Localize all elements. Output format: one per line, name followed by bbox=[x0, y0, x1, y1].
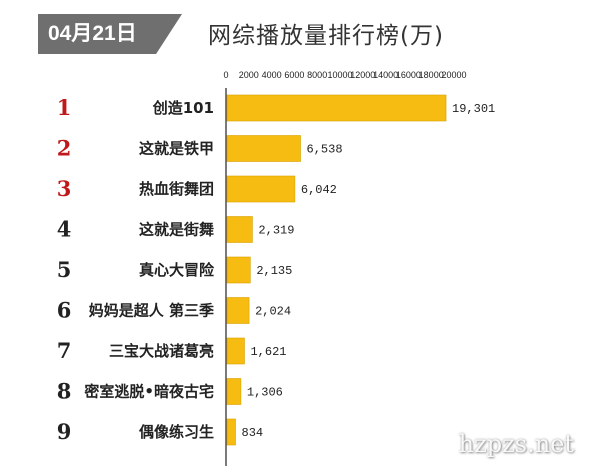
value-label: 834 bbox=[242, 426, 264, 440]
x-tick-label: 10000 bbox=[327, 70, 352, 80]
rank-number: 1 bbox=[57, 95, 72, 120]
x-tick-label: 14000 bbox=[373, 70, 398, 80]
rank-number: 4 bbox=[57, 217, 72, 242]
value-label: 1,621 bbox=[250, 345, 286, 359]
date-badge: 04月21日 bbox=[38, 14, 182, 54]
bar bbox=[226, 94, 447, 122]
x-tick-label: 6000 bbox=[284, 70, 304, 80]
x-tick-label: 12000 bbox=[350, 70, 375, 80]
value-label: 6,042 bbox=[301, 183, 337, 197]
value-label: 2,024 bbox=[255, 305, 291, 319]
rank-number: 8 bbox=[57, 379, 72, 404]
bar bbox=[226, 378, 242, 405]
bar bbox=[226, 216, 253, 243]
bar bbox=[226, 418, 236, 446]
rank-number: 6 bbox=[57, 298, 72, 323]
value-label: 2,135 bbox=[256, 264, 292, 278]
category-label: 这就是街舞 bbox=[139, 221, 214, 239]
chart-title: 网综播放量排行榜(万) bbox=[208, 23, 444, 49]
bar bbox=[226, 135, 301, 162]
value-label: 1,306 bbox=[247, 386, 283, 400]
category-label: 真心大冒险 bbox=[139, 261, 215, 279]
x-tick-label: 16000 bbox=[396, 70, 421, 80]
rank-number: 7 bbox=[57, 338, 72, 363]
category-label: 三宝大战诸葛亮 bbox=[109, 342, 214, 360]
x-tick-label: 0 bbox=[223, 70, 228, 80]
x-tick-label: 2000 bbox=[239, 70, 259, 80]
bar bbox=[226, 297, 250, 324]
rank-number: 5 bbox=[57, 257, 72, 282]
value-label: 6,538 bbox=[307, 143, 343, 157]
category-label: 偶像练习生 bbox=[139, 423, 214, 441]
bar bbox=[226, 256, 251, 284]
x-tick-label: 4000 bbox=[262, 70, 282, 80]
rank-number: 2 bbox=[57, 136, 72, 161]
rank-number: 9 bbox=[57, 419, 72, 444]
x-tick-label: 8000 bbox=[307, 70, 327, 80]
bar bbox=[226, 337, 245, 365]
category-label: 妈妈是超人 第三季 bbox=[89, 302, 214, 320]
x-tick-label: 20000 bbox=[441, 70, 466, 80]
category-label: 创造101 bbox=[152, 99, 214, 117]
bar bbox=[226, 175, 296, 203]
x-tick-label: 18000 bbox=[419, 70, 444, 80]
value-label: 19,301 bbox=[452, 102, 495, 116]
category-label: 密室逃脱•暗夜古宅 bbox=[84, 383, 214, 401]
value-label: 2,319 bbox=[258, 224, 294, 238]
watermark: hzpzs.net bbox=[458, 430, 574, 458]
rank-number: 3 bbox=[57, 176, 72, 201]
category-label: 这就是铁甲 bbox=[139, 140, 214, 158]
category-label: 热血街舞团 bbox=[139, 180, 214, 198]
